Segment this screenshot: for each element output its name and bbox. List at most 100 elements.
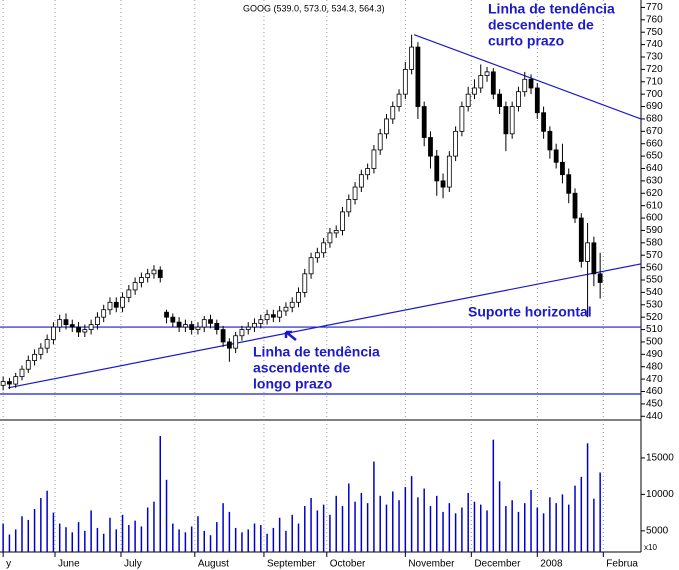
y-tick-label: 690 xyxy=(646,101,663,112)
candle-body xyxy=(69,324,75,328)
candle-body xyxy=(497,93,503,107)
candle-body xyxy=(176,321,182,328)
candle-body xyxy=(516,91,521,107)
x-tick-label: 2008 xyxy=(540,559,563,570)
candle-body xyxy=(258,319,264,324)
candle-body xyxy=(208,319,213,324)
candle-body xyxy=(32,353,37,361)
y2-tick-label: 5000 xyxy=(646,525,669,536)
candle-body xyxy=(296,291,301,303)
candle-body xyxy=(591,242,597,275)
y-tick-label: 660 xyxy=(646,138,663,149)
candle-body xyxy=(528,78,534,89)
candle-body xyxy=(245,326,251,330)
y2-tick-label: 15000 xyxy=(646,453,674,464)
candle-body xyxy=(553,149,559,163)
y-tick-label: 640 xyxy=(646,163,663,174)
candle-body xyxy=(377,133,383,151)
candle-body xyxy=(308,257,314,275)
candle-body xyxy=(13,376,19,385)
candle-body xyxy=(113,301,119,308)
candle-body xyxy=(371,149,377,169)
candle-body xyxy=(396,93,402,107)
candle-body xyxy=(283,306,289,312)
y-tick-label: 490 xyxy=(646,349,663,360)
x-tick-label: October xyxy=(330,559,366,570)
candle-body xyxy=(490,71,496,95)
y-tick-label: 590 xyxy=(646,225,663,236)
candle-body xyxy=(358,174,364,188)
candle-body xyxy=(453,130,459,157)
x-tick-label: June xyxy=(58,559,80,570)
candle-body xyxy=(459,106,465,132)
candle-body xyxy=(132,282,138,291)
candle-body xyxy=(321,242,327,254)
y-tick-label: 550 xyxy=(646,275,663,286)
candle-body xyxy=(189,324,195,330)
candle-body xyxy=(402,68,408,95)
candle-body xyxy=(88,324,94,330)
candle-body xyxy=(509,106,515,135)
x-tick-label: July xyxy=(124,559,142,570)
y-tick-label: 560 xyxy=(646,262,663,273)
y-tick-label: 770 xyxy=(646,2,663,13)
candle-body xyxy=(547,130,553,151)
candle-body xyxy=(201,319,207,328)
candle-body xyxy=(182,324,188,328)
candle-body xyxy=(541,112,546,132)
y-tick-label: 500 xyxy=(646,337,663,348)
candle-body xyxy=(214,322,220,330)
candle-body xyxy=(302,273,308,293)
y-tick-label: 750 xyxy=(646,27,663,38)
candle-body xyxy=(415,46,421,107)
candle-body xyxy=(314,252,320,259)
candle-body xyxy=(195,326,201,330)
candle-body xyxy=(478,75,484,89)
y-tick-label: 740 xyxy=(646,39,663,50)
x-tick-label: December xyxy=(474,559,521,570)
y-tick-label: 710 xyxy=(646,76,663,87)
candle-body xyxy=(578,217,584,262)
candle-body xyxy=(7,381,12,385)
x-tick-label: y xyxy=(6,559,11,570)
y-tick-label: 720 xyxy=(646,64,663,75)
candle-body xyxy=(233,335,239,349)
candle-body xyxy=(264,314,270,321)
candle-body xyxy=(38,347,44,355)
y-tick-label: 520 xyxy=(646,312,663,323)
candle-body xyxy=(82,329,88,333)
candle-body xyxy=(252,322,257,328)
candle-body xyxy=(340,211,345,231)
trendline xyxy=(413,34,642,120)
x-tick-label: November xyxy=(408,559,455,570)
y-tick-label: 670 xyxy=(646,126,663,137)
candle-body xyxy=(270,314,276,318)
y-tick-label: 600 xyxy=(646,213,663,224)
y-tick-label: 700 xyxy=(646,89,663,100)
candle-body xyxy=(76,326,81,333)
annotation: Linha de tendência xyxy=(488,1,615,17)
candle-body xyxy=(465,93,471,107)
y-tick-label: 450 xyxy=(646,399,663,410)
annotation: curto prazo xyxy=(488,33,564,49)
candle-body xyxy=(239,329,245,337)
annotation: ascendente de xyxy=(253,360,350,376)
x-tick-label: September xyxy=(267,559,317,570)
candle-body xyxy=(503,106,509,135)
y-tick-label: 730 xyxy=(646,52,663,63)
candle-body xyxy=(107,301,113,311)
candle-body xyxy=(157,269,163,278)
candle-body xyxy=(44,339,50,349)
trendline xyxy=(8,263,642,389)
x-tick-label: August xyxy=(198,559,229,570)
candle-body xyxy=(585,242,590,262)
y-tick-label: 540 xyxy=(646,287,663,298)
candle-body xyxy=(390,106,396,120)
candle-body xyxy=(560,161,565,176)
candle-body xyxy=(170,316,176,323)
y-tick-label: 480 xyxy=(646,361,663,372)
annotation: descendente de xyxy=(488,17,594,33)
candle-body xyxy=(434,155,440,182)
